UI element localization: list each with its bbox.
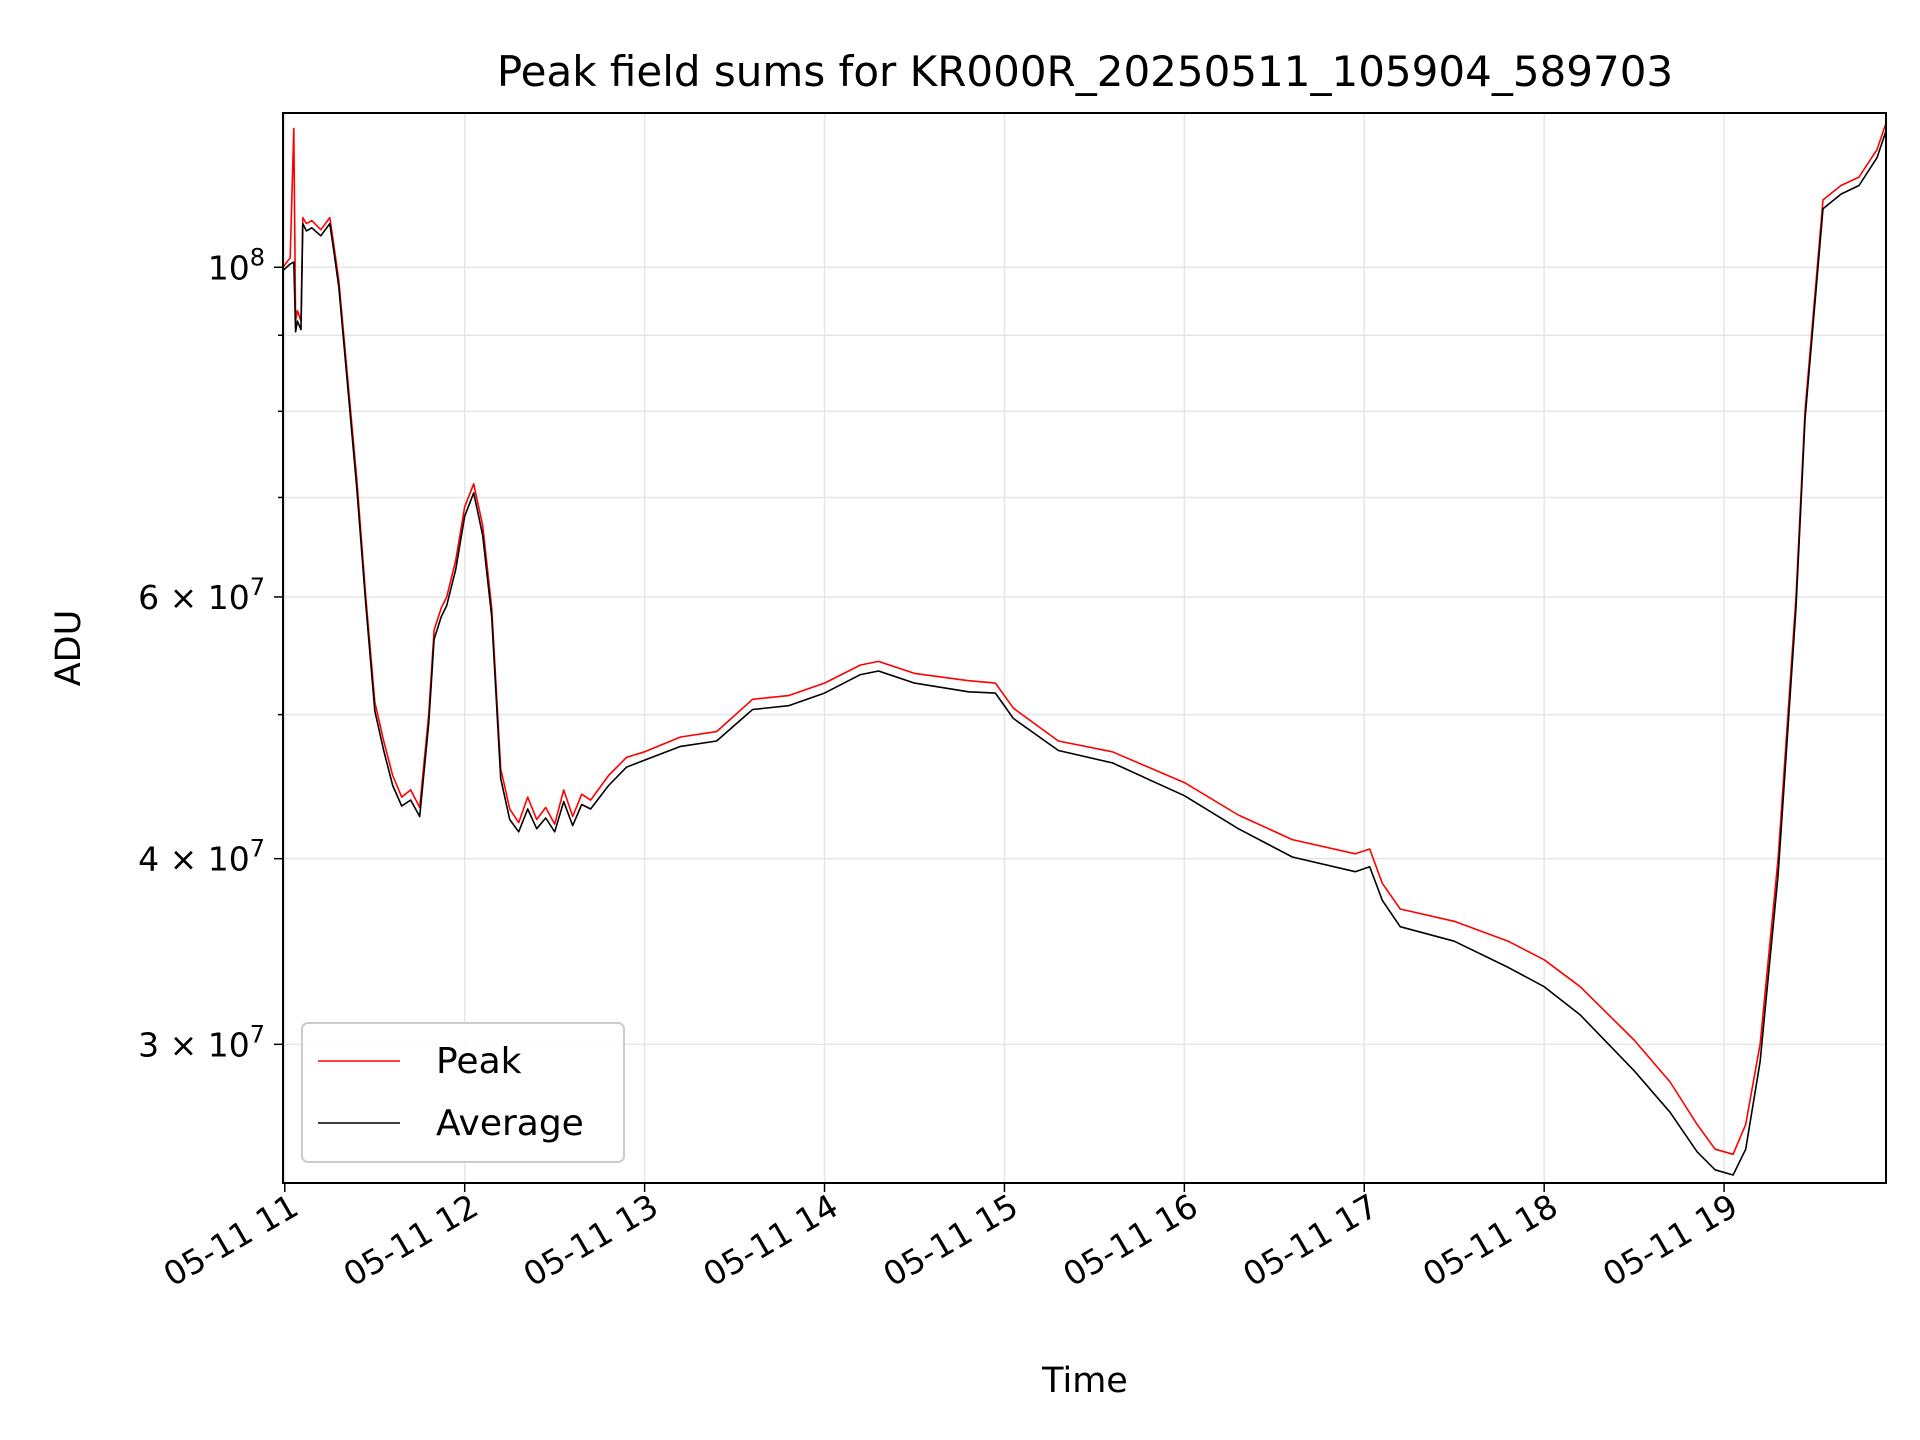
y-axis: 3 × 107 4 × 107 6 × 107 108 — [138, 243, 283, 1064]
plot-frame — [282, 112, 1887, 1184]
legend-label-peak: Peak — [436, 1041, 522, 1082]
y-tick-label-0: 3 × 107 — [138, 1020, 265, 1064]
series-line-average — [283, 130, 1886, 1176]
y-tick-label-2: 6 × 107 — [138, 573, 265, 617]
legend: Peak Average — [301, 1022, 625, 1163]
legend-box — [301, 1022, 625, 1163]
grid — [283, 113, 1886, 1183]
y-axis-label: ADU — [49, 610, 89, 687]
series-layer — [283, 122, 1886, 1176]
y-tick-label-3: 108 — [208, 243, 265, 287]
legend-label-average: Average — [436, 1103, 584, 1144]
y-tick-label-1: 4 × 107 — [138, 835, 265, 879]
x-axis-label: Time — [1041, 1361, 1128, 1401]
chart-title: Peak field sums for KR000R_20250511_1059… — [497, 47, 1673, 96]
